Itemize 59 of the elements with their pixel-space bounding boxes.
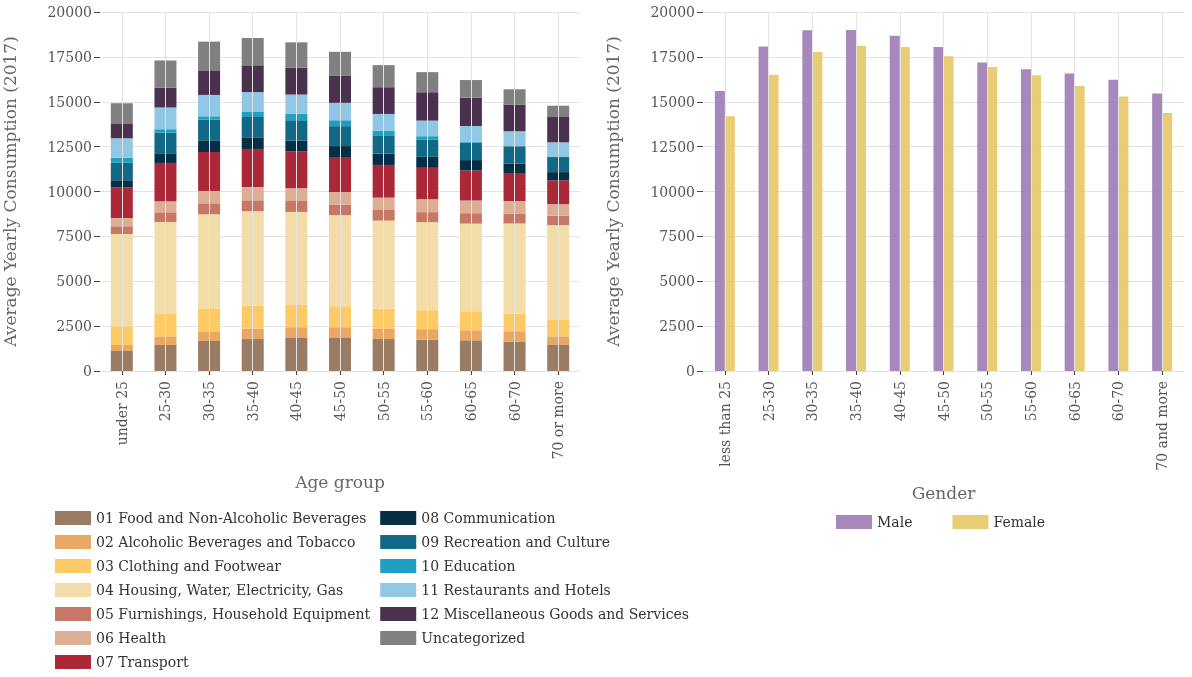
y-tick-label: 15000 [650,93,695,110]
x-tick-label: 60-70 [506,381,523,422]
x-tick-label: 35-40 [848,381,865,422]
y-axis-title: Average Yearly Consumption (2017) [0,36,20,348]
legend-label: Uncategorized [421,630,526,646]
x-tick-label: 55-60 [419,381,436,422]
y-tick-label: 17500 [47,48,92,65]
legend-label: Female [993,514,1046,530]
x-tick-label: 45-50 [935,381,952,422]
legend-label: 10 Education [421,558,516,574]
x-tick-label: 30-35 [201,381,218,422]
x-axis-title: Age group [294,471,385,492]
x-tick-label: 40-45 [891,381,908,422]
legend-label: 06 Health [96,630,167,646]
y-tick-label: 2500 [56,318,92,335]
y-tick-label: 20000 [650,4,695,20]
legend-label: 05 Furnishings, Household Equipment [96,606,371,622]
x-tick-label: 50-55 [375,381,392,422]
y-tick-label: 7500 [659,228,695,245]
x-tick-label: 70 or more [550,381,567,460]
legend-label: 08 Communication [421,510,556,526]
x-axis-title: Gender [911,482,977,503]
y-tick-label: 7500 [56,228,92,245]
y-tick-label: 0 [686,363,695,379]
x-tick-label: 25-30 [157,381,174,422]
legend-label: 11 Restaurants and Hotels [421,582,611,598]
y-tick-label: 2500 [659,318,695,335]
legend-label: 12 Miscellaneous Goods and Services [421,606,689,622]
x-tick-label: 60-65 [462,381,479,422]
y-tick-label: 17500 [650,48,695,65]
x-tick-label: 50-55 [979,381,996,422]
x-tick-label: 70 and more [1154,381,1171,471]
legend-label: 01 Food and Non-Alcoholic Beverages [96,510,367,526]
y-tick-label: 5000 [659,273,695,290]
y-tick-label: 5000 [56,273,92,290]
legend-label: 03 Clothing and Footwear [96,558,282,574]
x-tick-label: 55-60 [1022,381,1039,422]
y-tick-label: 0 [83,363,92,379]
y-tick-label: 10000 [47,183,92,200]
x-tick-label: less than 25 [716,381,733,467]
legend-label: 02 Alcoholic Beverages and Tobacco [96,534,356,550]
x-tick-label: 40-45 [288,381,305,422]
x-tick-label: 60-65 [1066,381,1083,422]
legend-label: 07 Transport [96,654,189,670]
y-tick-label: 10000 [650,183,695,200]
legend-label: 04 Housing, Water, Electricity, Gas [96,582,344,598]
y-tick-label: 20000 [47,4,92,20]
x-tick-label: 35-40 [244,381,261,422]
x-tick-label: 60-70 [1110,381,1127,422]
x-tick-label: 45-50 [332,381,348,422]
x-tick-label: 30-35 [804,381,821,422]
x-tick-label: under 25 [113,381,130,446]
y-tick-label: 12500 [47,138,92,155]
x-tick-label: 25-30 [760,381,777,422]
legend-label: 09 Recreation and Culture [421,534,611,550]
y-axis-title: Average Yearly Consumption (2017) [602,36,623,348]
legend-label: Male [877,514,913,530]
y-tick-label: 15000 [47,93,92,110]
y-tick-label: 12500 [650,138,695,155]
